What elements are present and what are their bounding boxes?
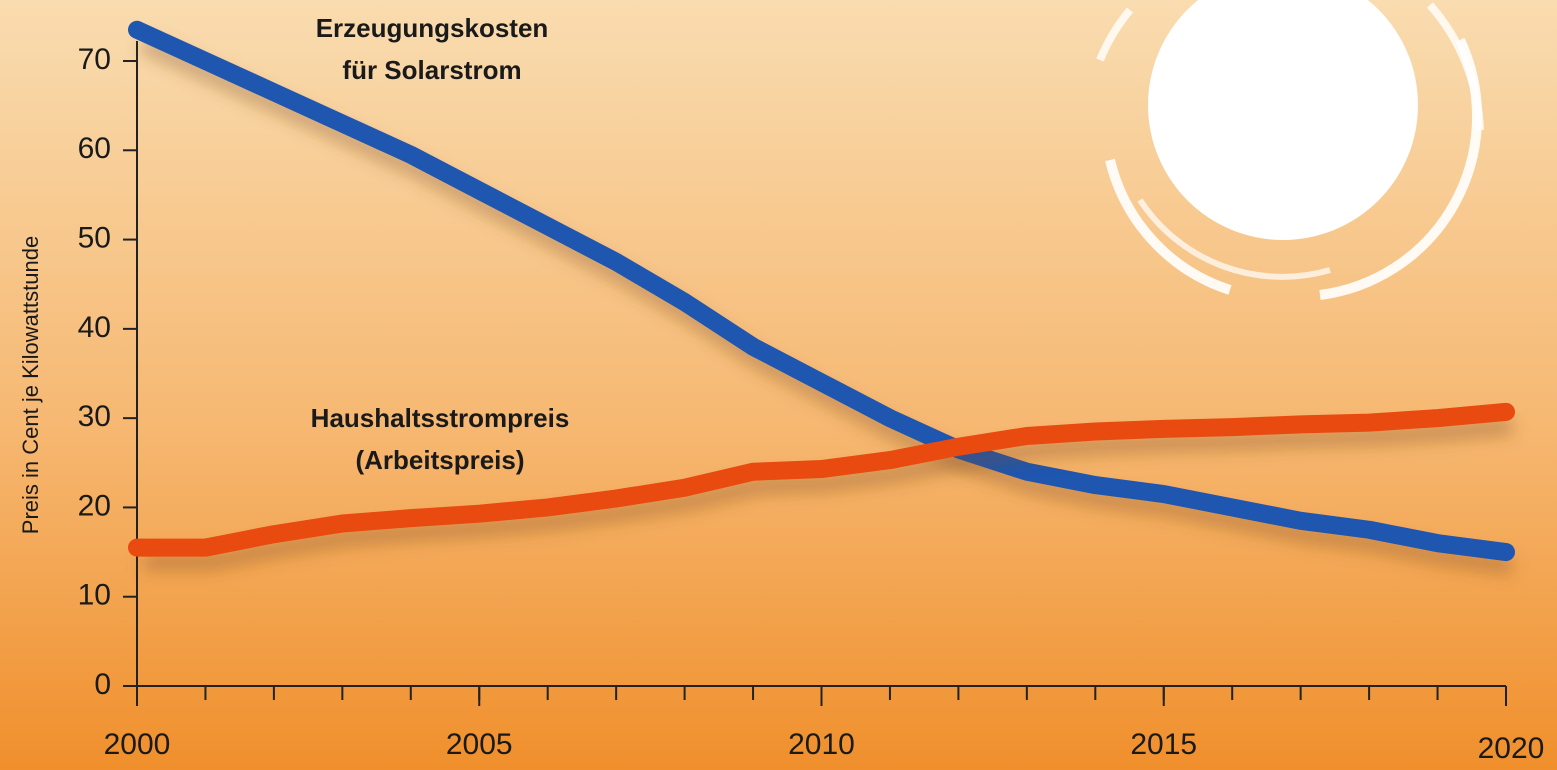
y-axis-title: Preis in Cent je Kilowattstunde [18, 236, 43, 534]
x-tick-label: 2010 [788, 728, 855, 761]
line-shadow [143, 416, 1513, 571]
x-tick-label: 2005 [446, 728, 513, 761]
x-tick-label: 2020 [1478, 732, 1545, 765]
series-line [128, 20, 1515, 562]
y-tick-label: 50 [78, 221, 111, 254]
x-tick-label: 2000 [104, 728, 171, 761]
series-label: für Solarstrom [342, 55, 521, 85]
x-tick-label: 2015 [1130, 728, 1197, 761]
series-label: (Arbeitspreis) [355, 445, 524, 475]
series-label: Erzeugungskosten [316, 13, 549, 43]
series-line [128, 402, 1515, 557]
sun [1096, 0, 1484, 300]
y-tick-label: 0 [94, 668, 111, 701]
series-label: Haushaltsstrompreis [311, 403, 570, 433]
y-tick-label: 40 [78, 311, 111, 344]
y-tick-label: 10 [78, 579, 111, 612]
line-shadow [139, 35, 1514, 575]
y-tick-label: 20 [78, 489, 111, 522]
y-tick-label: 30 [78, 400, 111, 433]
y-tick-label: 60 [78, 132, 111, 165]
y-tick-label: 70 [78, 43, 111, 76]
